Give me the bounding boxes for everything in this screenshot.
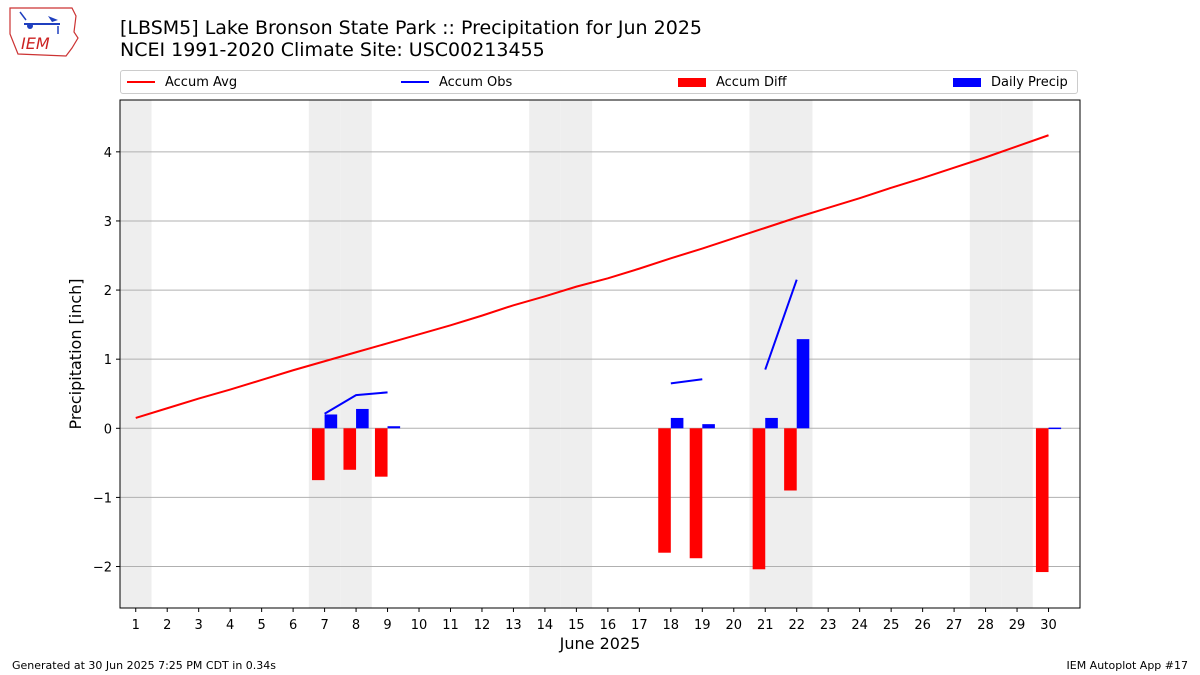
x-tick-label: 6 (289, 618, 297, 633)
legend-item-accum-obs: Accum Obs (401, 71, 512, 93)
y-tick-label: 0 (104, 422, 112, 437)
x-tick-label: 16 (600, 618, 617, 633)
accum-diff-bar (784, 428, 797, 491)
x-tick-label: 9 (383, 618, 391, 633)
y-tick-label: 2 (104, 284, 112, 299)
y-tick-label: −2 (93, 561, 112, 576)
legend-label-accum-diff: Accum Diff (716, 74, 787, 90)
x-tick-label: 26 (914, 618, 931, 633)
legend: Accum Avg Accum Obs Accum Diff Daily Pre… (120, 70, 1078, 94)
weekend-shade (120, 100, 152, 608)
x-tick-label: 3 (195, 618, 203, 633)
x-tick-label: 5 (257, 618, 265, 633)
chart-subtitle: NCEI 1991-2020 Climate Site: USC00213455 (120, 39, 545, 61)
accum-diff-bar (343, 428, 357, 470)
footer-generated: Generated at 30 Jun 2025 7:25 PM CDT in … (12, 659, 277, 672)
chart-title: [LBSM5] Lake Bronson State Park :: Preci… (120, 17, 702, 39)
x-tick-label: 4 (226, 618, 234, 633)
x-tick-label: 25 (883, 618, 900, 633)
x-tick-label: 1 (132, 618, 140, 633)
weekend-shade (529, 100, 561, 608)
accum-diff-bar (312, 428, 325, 481)
x-tick-label: 12 (474, 618, 491, 633)
daily-precip-bar (765, 417, 778, 429)
x-tick-label: 30 (1040, 618, 1057, 633)
x-tick-label: 23 (820, 618, 837, 633)
x-tick-label: 15 (568, 618, 585, 633)
x-tick-label: 21 (757, 618, 774, 633)
x-tick-label: 22 (788, 618, 805, 633)
x-tick-label: 24 (851, 618, 868, 633)
x-tick-label: 13 (505, 618, 522, 633)
daily-precip-bar (356, 408, 369, 429)
x-tick-label: 19 (694, 618, 711, 633)
legend-label-accum-avg: Accum Avg (165, 74, 238, 90)
x-tick-label: 27 (946, 618, 963, 633)
legend-item-accum-avg: Accum Avg (127, 71, 237, 93)
legend-label-accum-obs: Accum Obs (439, 74, 513, 90)
y-axis-label: Precipitation [inch] (66, 278, 85, 429)
daily-precip-bar (387, 426, 401, 429)
daily-precip-bar (670, 417, 684, 429)
footer-app: IEM Autoplot App #17 (1066, 659, 1189, 672)
accum-obs-line (764, 279, 798, 370)
legend-item-daily-precip: Daily Precip (953, 71, 1068, 93)
x-tick-label: 10 (411, 618, 428, 633)
x-tick-label: 18 (663, 618, 680, 633)
weekend-shade (969, 100, 1002, 608)
accum-diff-bar (1035, 428, 1049, 573)
accum-obs-line (324, 391, 388, 415)
x-tick-label: 8 (352, 618, 360, 633)
accum-avg-swatch (127, 81, 155, 83)
svg-text:IEM: IEM (21, 34, 50, 53)
daily-precip-swatch (953, 77, 981, 87)
accum-diff-bar (374, 428, 388, 477)
y-tick-label: −1 (93, 491, 112, 506)
x-axis-label: June 2025 (559, 634, 641, 653)
accum-diff-bar (689, 428, 703, 559)
accum-diff-bar (658, 428, 671, 553)
x-tick-label: 17 (631, 618, 648, 633)
accum-avg-line (135, 134, 1049, 419)
x-tick-label: 20 (725, 618, 742, 633)
iem-logo: IEM (6, 4, 82, 60)
x-tick-label: 2 (163, 618, 171, 633)
x-tick-label: 11 (442, 618, 459, 633)
y-tick-label: 4 (104, 146, 112, 161)
legend-label-daily-precip: Daily Precip (991, 74, 1068, 90)
daily-precip-bar (1048, 427, 1062, 430)
plot-frame (119, 99, 1081, 609)
daily-precip-bar (702, 424, 715, 429)
weekend-shade (560, 100, 593, 608)
x-tick-label: 14 (537, 618, 554, 633)
y-tick-label: 1 (104, 353, 112, 368)
weekend-shade (308, 100, 341, 608)
daily-precip-bar (796, 339, 810, 429)
daily-precip-bar (324, 414, 338, 429)
x-tick-label: 29 (1009, 618, 1026, 633)
weekend-shade (340, 100, 372, 608)
accum-diff-swatch (678, 77, 706, 87)
x-tick-label: 7 (320, 618, 328, 633)
accum-diff-bar (752, 428, 766, 570)
y-tick-label: 3 (104, 215, 112, 230)
accum-obs-swatch (401, 81, 429, 83)
x-tick-label: 28 (977, 618, 994, 633)
weekend-shade (1001, 100, 1033, 608)
accum-obs-line (670, 378, 703, 385)
legend-item-accum-diff: Accum Diff (678, 71, 787, 93)
